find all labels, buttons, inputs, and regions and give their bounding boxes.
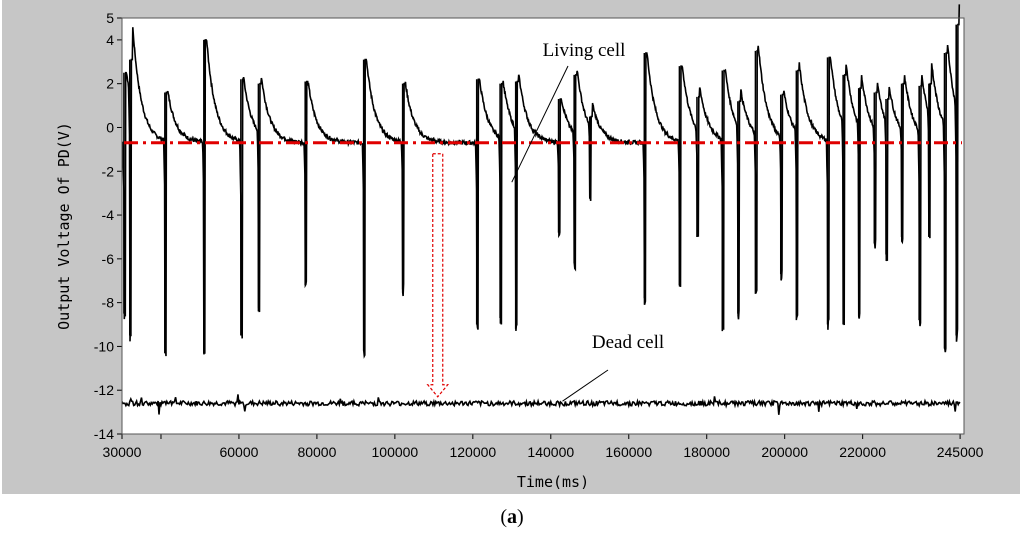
- figure-caption: (a): [500, 506, 524, 528]
- x-axis-label: Time(ms): [517, 473, 589, 491]
- plot-border: [121, 17, 965, 435]
- x-tick-label-9: 200000: [761, 444, 808, 460]
- y-tick-label-0: 5: [106, 10, 114, 26]
- x-tick-label-4: 100000: [372, 444, 419, 460]
- y-tick-label-2: 2: [106, 76, 114, 92]
- x-tick-label-5: 120000: [449, 444, 496, 460]
- y-tick-label-5: -4: [102, 207, 115, 223]
- x-tick-label-8: 180000: [683, 444, 730, 460]
- living-cell-trace: [121, 4, 961, 359]
- y-tick-label-10: -14: [94, 426, 114, 442]
- annotations: Living cell Dead cell: [511, 40, 664, 402]
- x-tick-label-3: 80000: [297, 444, 336, 460]
- x-tick-label-2: 60000: [219, 444, 258, 460]
- plot-area: [122, 18, 964, 434]
- y-tick-label-4: -2: [102, 163, 115, 179]
- arrow-shape: [426, 153, 450, 398]
- y-tick-label-8: -10: [94, 338, 114, 354]
- x-tick-label-11: 245000: [937, 444, 984, 460]
- y-tick-label-7: -8: [102, 295, 115, 311]
- y-tick-label-9: -12: [94, 382, 114, 398]
- living-cell-line: [121, 4, 961, 359]
- x-tick-label-0: 30000: [103, 444, 142, 460]
- annotation-dead-pointer: [562, 369, 609, 402]
- dead-cell-trace: [121, 394, 961, 415]
- x-tick-label-6: 140000: [527, 444, 574, 460]
- y-tick-label-6: -6: [102, 251, 115, 267]
- y-tick-label-3: 0: [106, 119, 114, 135]
- x-tick-label-7: 160000: [605, 444, 652, 460]
- annotation-dead-cell: Dead cell: [592, 332, 664, 353]
- shift-arrow: [426, 153, 450, 398]
- y-axis: 5 4 2 0 -2 -4 -6 -8 -10 -12 -14: [94, 10, 122, 442]
- y-axis-label: Output Voltage Of PD(V): [55, 122, 73, 330]
- x-tick-label-10: 220000: [839, 444, 886, 460]
- y-tick-label-1: 4: [106, 32, 114, 48]
- dead-cell-line: [121, 394, 961, 415]
- annotation-living-pointer: [511, 65, 569, 183]
- figure-caption-letter: a: [507, 506, 517, 528]
- x-axis: 30000 60000 80000 100000 120000 140000 160000 1…: [103, 434, 984, 460]
- annotation-living-cell: Living cell: [543, 40, 626, 61]
